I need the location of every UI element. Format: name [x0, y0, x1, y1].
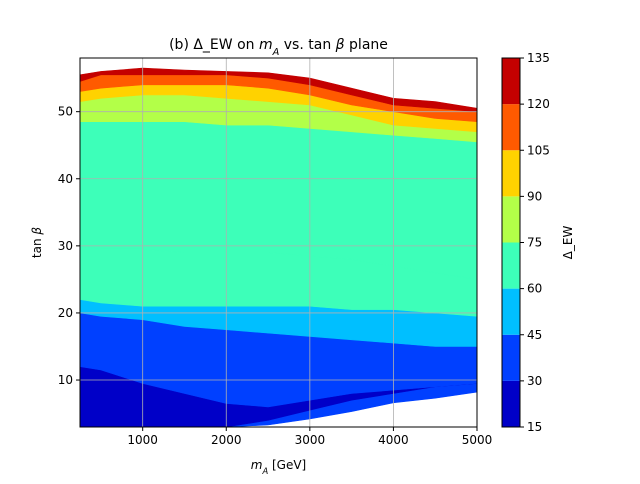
y-tick-label: 20: [58, 306, 73, 320]
y-tick-label: 30: [58, 239, 73, 253]
y-axis-label: tan β: [30, 227, 44, 258]
colorbar-segment: [502, 288, 520, 335]
chart-title: (b) Δ_EW on mA vs. tan β plane: [169, 37, 388, 58]
colorbar: 15 30 45 60 75 90 105 120 135: [501, 51, 550, 434]
x-tick-label: 2000: [211, 433, 242, 447]
x-axis-label: mA [GeV]: [251, 458, 307, 476]
x-axis-ticks: 1000 2000 3000 4000 5000: [127, 427, 492, 447]
colorbar-tick-label: 90: [527, 189, 542, 203]
colorbar-tick-label: 135: [527, 51, 550, 65]
x-tick-label: 1000: [127, 433, 158, 447]
colorbar-tick-label: 105: [527, 143, 550, 157]
colorbar-segment: [502, 380, 520, 427]
colorbar-segment: [502, 58, 520, 105]
axes-frame: [79, 57, 478, 428]
x-tick-label: 4000: [378, 433, 409, 447]
colorbar-segment: [502, 196, 520, 243]
y-tick-label: 50: [58, 105, 73, 119]
colorbar-segment: [502, 104, 520, 151]
y-axis-ticks: 10 20 30 40 50: [58, 105, 80, 387]
y-tick-label: 10: [58, 373, 73, 387]
colorbar-tick-label: 120: [527, 97, 550, 111]
colorbar-tick-label: 60: [527, 282, 542, 296]
colorbar-tick-label: 45: [527, 328, 542, 342]
colorbar-segment: [502, 242, 520, 289]
x-tick-label: 5000: [462, 433, 493, 447]
colorbar-tick-label: 75: [527, 236, 542, 250]
colorbar-tick-label: 15: [527, 420, 542, 434]
colorbar-segment: [502, 334, 520, 381]
x-tick-label: 3000: [295, 433, 326, 447]
colorbar-label: Δ_EW: [561, 226, 575, 260]
y-tick-label: 40: [58, 172, 73, 186]
colorbar-tick-label: 30: [527, 374, 542, 388]
plot-area: [79, 67, 478, 428]
colorbar-segment: [502, 150, 520, 197]
